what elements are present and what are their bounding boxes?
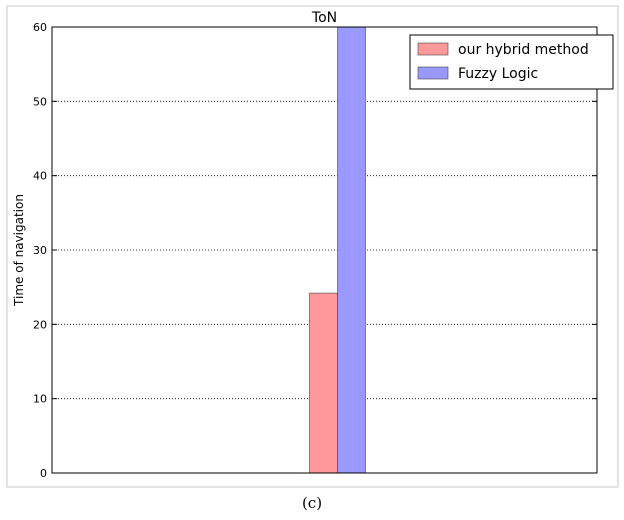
y-tick-label: 50	[33, 95, 47, 108]
y-tick-label: 0	[40, 467, 47, 480]
bar-hybrid-method	[309, 292, 338, 474]
legend-label: Fuzzy Logic	[458, 66, 538, 82]
y-axis-label: Time of navigation	[12, 194, 26, 307]
figure-caption: (c)	[301, 494, 323, 512]
grid	[52, 100, 597, 400]
bar-chart: 0 10 20 30 40 50 60 ToN Time of navigation our…	[6, 5, 619, 488]
chart-title: ToN	[311, 10, 337, 26]
y-tick-label: 20	[33, 318, 47, 331]
legend-swatch	[417, 66, 449, 80]
y-tick-label: 40	[33, 170, 47, 183]
bars	[309, 26, 366, 474]
y-axis-ticks: 0 10 20 30 40 50 60	[33, 21, 597, 480]
legend-swatch	[417, 42, 449, 56]
y-tick-label: 60	[33, 21, 47, 34]
y-tick-label: 30	[33, 244, 47, 257]
bar-fuzzy-logic	[337, 26, 366, 474]
legend: our hybrid method Fuzzy Logic	[409, 34, 614, 90]
y-tick-label: 10	[33, 393, 47, 406]
legend-label: our hybrid method	[458, 42, 589, 58]
